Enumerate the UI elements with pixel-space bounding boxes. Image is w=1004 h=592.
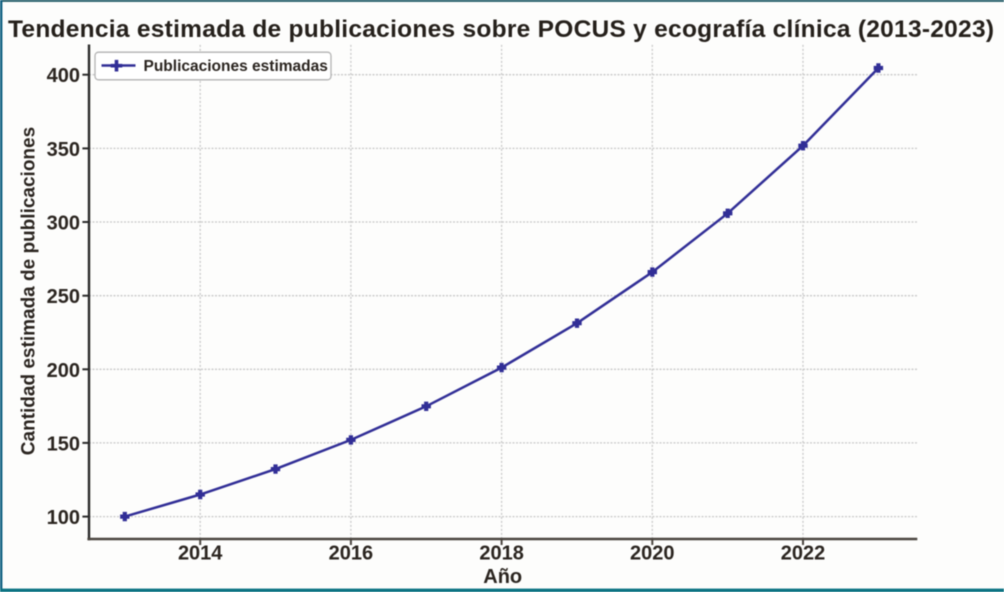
svg-text:Cantidad estimada de publicaci: Cantidad estimada de publicaciones — [19, 127, 40, 455]
svg-text:2022: 2022 — [781, 543, 826, 565]
svg-text:Publicaciones estimadas: Publicaciones estimadas — [144, 58, 328, 75]
svg-text:400: 400 — [47, 65, 80, 87]
svg-text:Año: Año — [483, 566, 522, 588]
svg-text:2014: 2014 — [178, 543, 223, 565]
svg-text:2020: 2020 — [630, 543, 675, 565]
svg-text:100: 100 — [47, 507, 80, 529]
svg-text:150: 150 — [47, 433, 80, 455]
svg-text:250: 250 — [47, 286, 80, 308]
svg-text:350: 350 — [47, 139, 80, 161]
svg-text:300: 300 — [47, 213, 80, 235]
svg-text:2016: 2016 — [329, 543, 374, 565]
svg-text:Tendencia estimada de publicac: Tendencia estimada de publicaciones sobr… — [8, 16, 994, 43]
svg-text:200: 200 — [47, 360, 80, 382]
svg-text:2018: 2018 — [479, 543, 524, 565]
